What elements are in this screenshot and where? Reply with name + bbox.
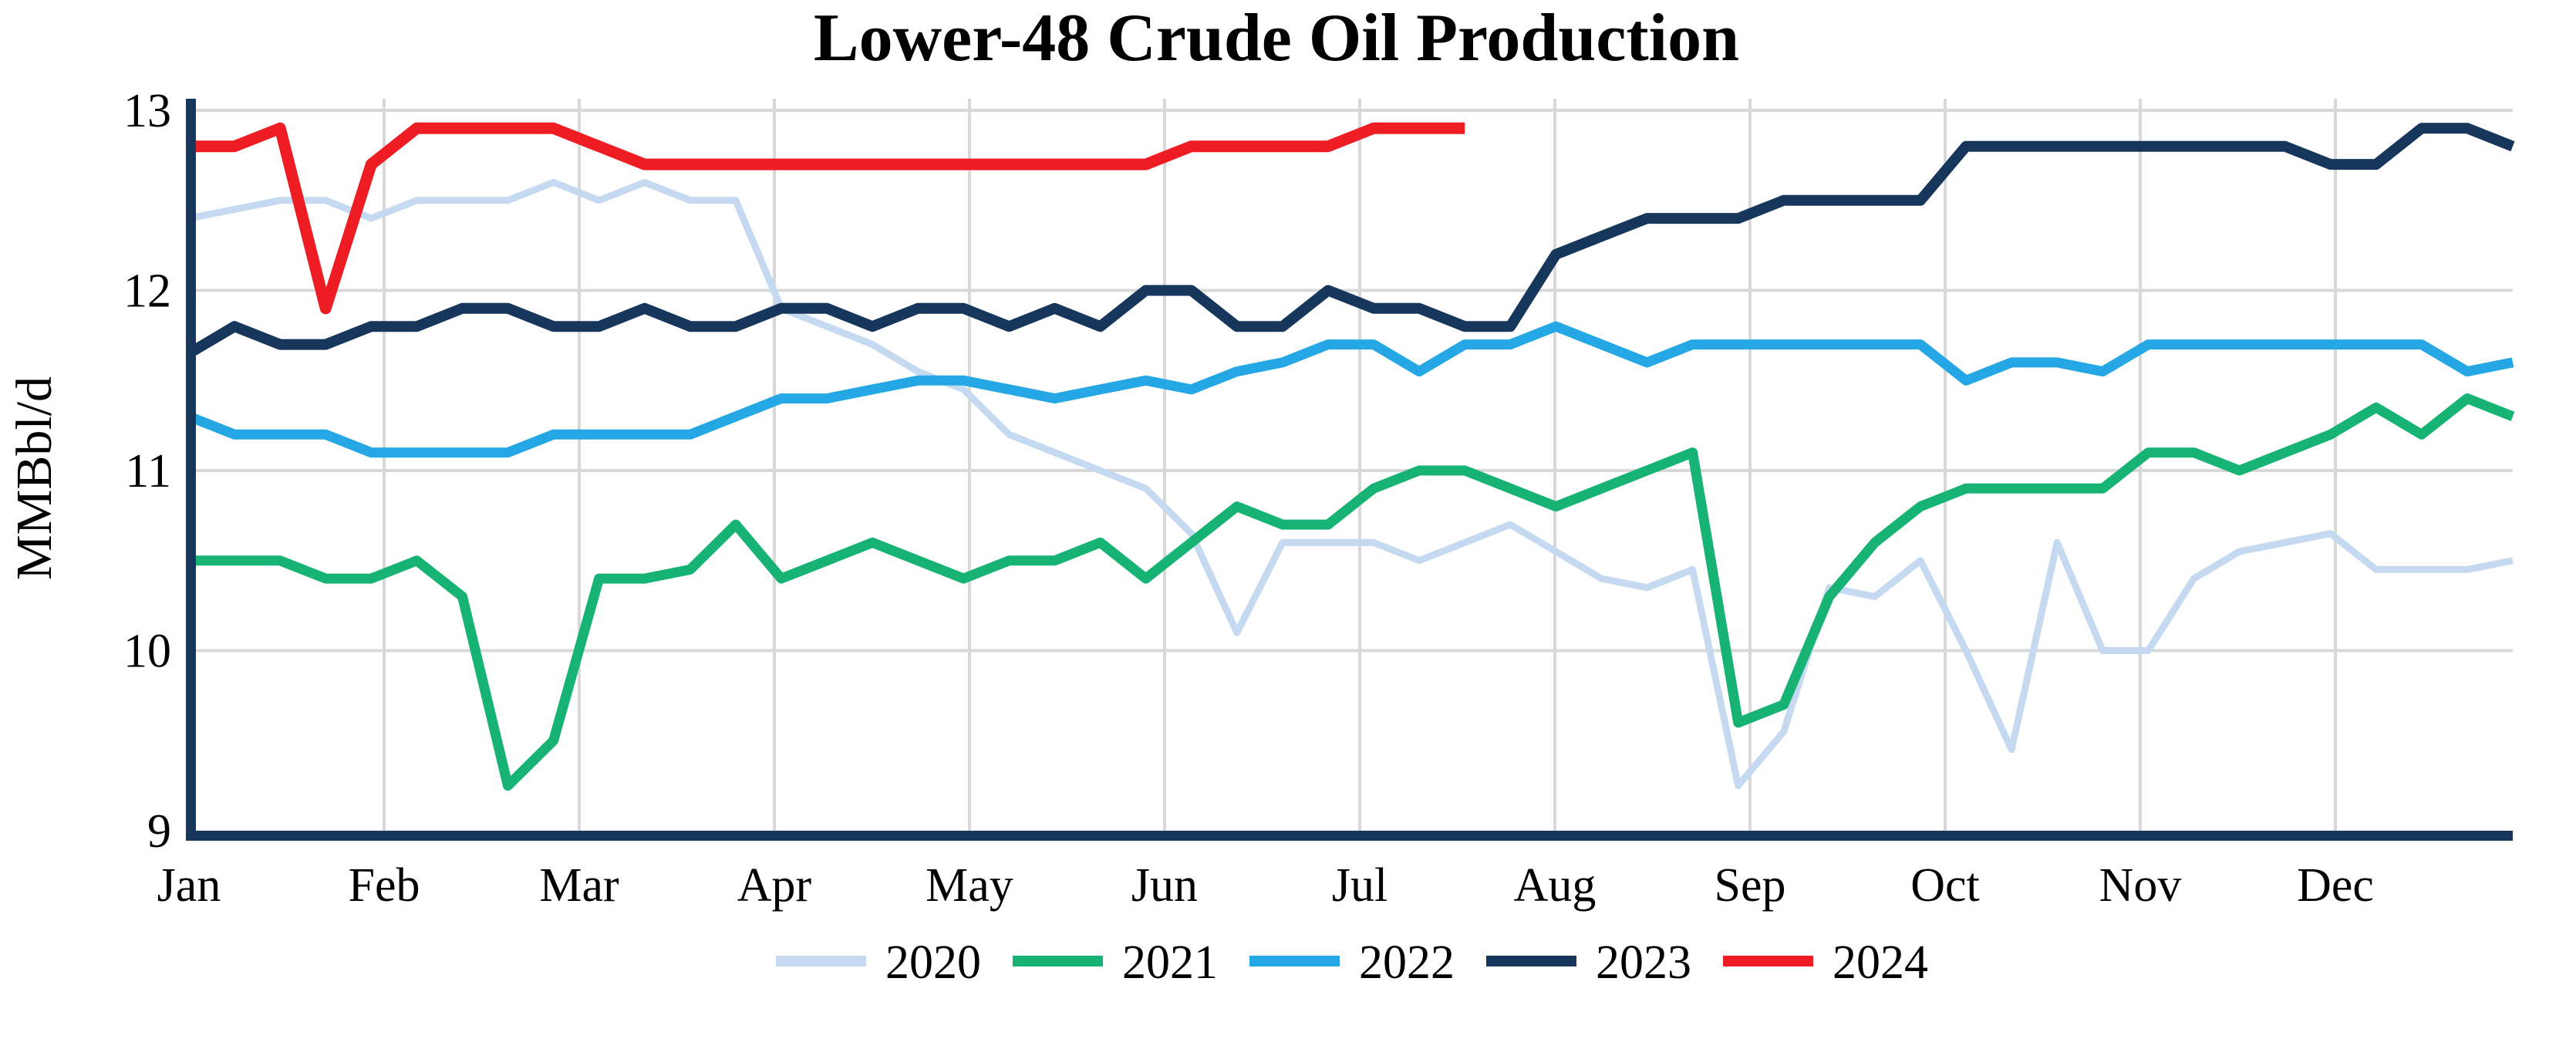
legend-label-2022: 2022 <box>1359 936 1455 989</box>
x-tick-label-Mar: Mar <box>539 859 619 912</box>
y-tick-label-9: 9 <box>147 805 171 858</box>
x-tick-label-Feb: Feb <box>349 859 420 912</box>
y-tick-labels: 9 10 11 12 13 <box>123 85 171 858</box>
legend: 2020 2021 2022 2023 2024 <box>776 936 1928 989</box>
x-tick-label-Jul: Jul <box>1332 859 1387 912</box>
x-tick-label-Apr: Apr <box>737 859 812 912</box>
legend-item-2024: 2024 <box>1723 936 1928 989</box>
series-line-2022 <box>187 321 2514 458</box>
series-line-2021 <box>189 393 2515 791</box>
x-tick-label-Nov: Nov <box>2099 859 2182 912</box>
gridlines <box>189 99 2513 831</box>
x-tick-labels: Jan Feb Mar Apr May Jun Jul Aug Sep Oct Nov Dec <box>157 859 2374 912</box>
series-lines <box>186 122 2515 791</box>
legend-label-2023: 2023 <box>1596 936 1691 989</box>
y-tick-label-11: 11 <box>125 445 171 498</box>
legend-item-2022: 2022 <box>1249 936 1455 989</box>
x-tick-label-Jan: Jan <box>157 859 221 912</box>
legend-label-2021: 2021 <box>1122 936 1218 989</box>
series-line-2024 <box>189 122 1465 315</box>
x-tick-label-Jun: Jun <box>1131 859 1198 912</box>
y-axis-title: MMBbl/d <box>6 376 62 580</box>
legend-item-2021: 2021 <box>1013 936 1218 989</box>
legend-item-2023: 2023 <box>1486 936 1691 989</box>
axes <box>186 99 2513 841</box>
y-tick-label-13: 13 <box>123 85 171 137</box>
x-tick-label-Oct: Oct <box>1910 859 1980 912</box>
x-tick-label-Sep: Sep <box>1715 859 1786 912</box>
y-tick-label-10: 10 <box>123 626 171 678</box>
legend-label-2024: 2024 <box>1833 936 1928 989</box>
legend-item-2020: 2020 <box>776 936 981 989</box>
y-tick-label-12: 12 <box>123 265 171 318</box>
x-tick-label-Aug: Aug <box>1514 859 1597 912</box>
series-line-2020 <box>188 178 2514 790</box>
x-tick-label-May: May <box>926 859 1013 912</box>
x-tick-label-Dec: Dec <box>2297 859 2374 912</box>
chart-title: Lower-48 Crude Oil Production <box>814 1 1739 76</box>
legend-label-2020: 2020 <box>885 936 981 989</box>
series-line-2023 <box>186 123 2515 359</box>
